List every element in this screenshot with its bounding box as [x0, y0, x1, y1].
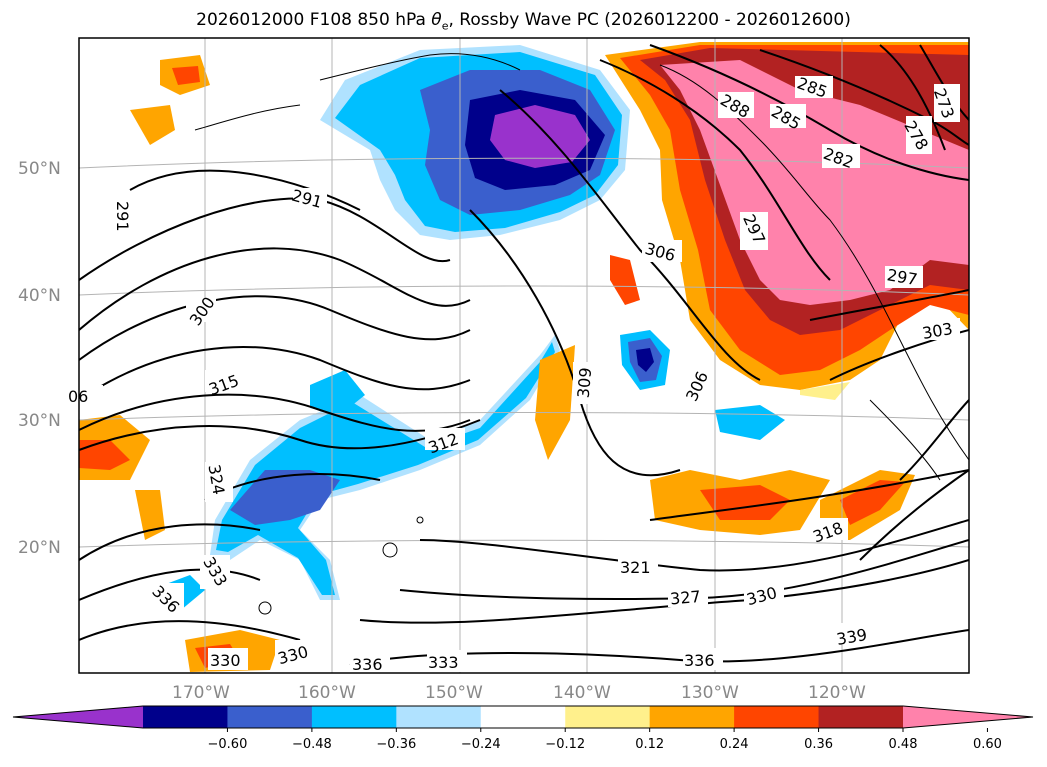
warm-patch-west-red	[79, 440, 130, 470]
contour-label: 321	[620, 558, 651, 577]
warm-patch-island-w	[130, 105, 175, 145]
colorbar-segment	[818, 706, 904, 728]
warm-patch-midlat	[535, 345, 575, 460]
title-suffix: , Rossby Wave PC (2026012200 - 202601260…	[448, 10, 851, 30]
colorbar-segment	[649, 706, 735, 728]
lat-label: 50°N	[18, 159, 61, 179]
contour-labels: 291 291 300 306 315 312 324 333 336 330 …	[68, 73, 960, 674]
colorbar-label: −0.24	[461, 737, 501, 752]
colorbar: −0.60 −0.48 −0.36 −0.24 −0.12 0.12 0.24 0.36 0.4…	[12, 705, 1034, 752]
lat-label: 40°N	[18, 286, 61, 306]
colorbar-segment	[227, 706, 313, 728]
warm-patch-central	[610, 255, 640, 305]
colorbar-label: 0.48	[889, 737, 918, 752]
colorbar-segment	[734, 706, 820, 728]
longitude-labels: 170°W 160°W 150°W 140°W 130°W 120°W	[172, 683, 866, 703]
warm-patch-west-2	[135, 490, 165, 540]
lon-label: 120°W	[808, 683, 866, 703]
lon-label: 130°W	[681, 683, 739, 703]
colorbar-label: 0.36	[804, 737, 833, 752]
contour-label: 333	[428, 653, 459, 672]
colorbar-label: −0.36	[376, 737, 416, 752]
cold-blob-east-navy	[636, 348, 654, 372]
colorbar-segment	[565, 706, 651, 728]
colorbar-segment	[396, 706, 482, 728]
lat-label: 20°N	[18, 538, 61, 558]
colorbar-segment	[143, 706, 228, 728]
colorbar-label: −0.48	[292, 737, 332, 752]
contour-label: 327	[669, 587, 701, 609]
title-prefix: 2026012000 F108 850 hPa	[196, 10, 432, 30]
warm-patch-southeast-red	[840, 480, 905, 525]
lon-label: 170°W	[172, 683, 230, 703]
contour-label: 309	[574, 367, 596, 399]
subtropical-cold-band-deepsky	[216, 342, 555, 595]
contour-label: 330	[210, 651, 241, 670]
colorbar-segment	[480, 706, 566, 728]
latitude-labels: 50°N 40°N 30°N 20°N	[18, 159, 61, 558]
warm-region-pink	[660, 60, 969, 305]
colorbar-extend-high	[903, 706, 1033, 728]
theta-e-contours	[79, 44, 969, 666]
subtropical-cold-band-royal	[230, 470, 340, 525]
cold-blob-dateline	[310, 370, 365, 415]
contour-label: 06	[68, 387, 88, 406]
warm-patch-aleutian-red	[172, 66, 200, 85]
cold-region-purple	[490, 105, 590, 168]
lat-label: 30°N	[18, 411, 61, 431]
warm-region-yellow-edge	[800, 382, 850, 400]
filled-anomalies	[79, 42, 969, 672]
title-subscript: e	[441, 19, 449, 33]
colorbar-segment	[311, 706, 397, 728]
colorbar-label: 0.24	[720, 737, 749, 752]
colorbar-outline	[12, 705, 1034, 729]
contour-label: 336	[352, 655, 383, 674]
colorbar-label: −0.12	[545, 737, 585, 752]
map-frame	[78, 37, 970, 674]
map-title: 2026012000 F108 850 hPa θe, Rossby Wave …	[0, 10, 1047, 32]
contour-label: 291	[113, 201, 132, 232]
colorbar-label: 0.60	[973, 737, 1002, 752]
contour-label: 336	[684, 651, 715, 670]
title-theta-symbol: θ	[431, 10, 442, 30]
lon-label: 150°W	[425, 683, 483, 703]
lon-label: 140°W	[553, 683, 611, 703]
colorbar-extend-low	[13, 706, 143, 728]
colorbar-label: 0.12	[635, 737, 664, 752]
lon-label: 160°W	[298, 683, 356, 703]
colorbar-label: −0.60	[208, 737, 248, 752]
